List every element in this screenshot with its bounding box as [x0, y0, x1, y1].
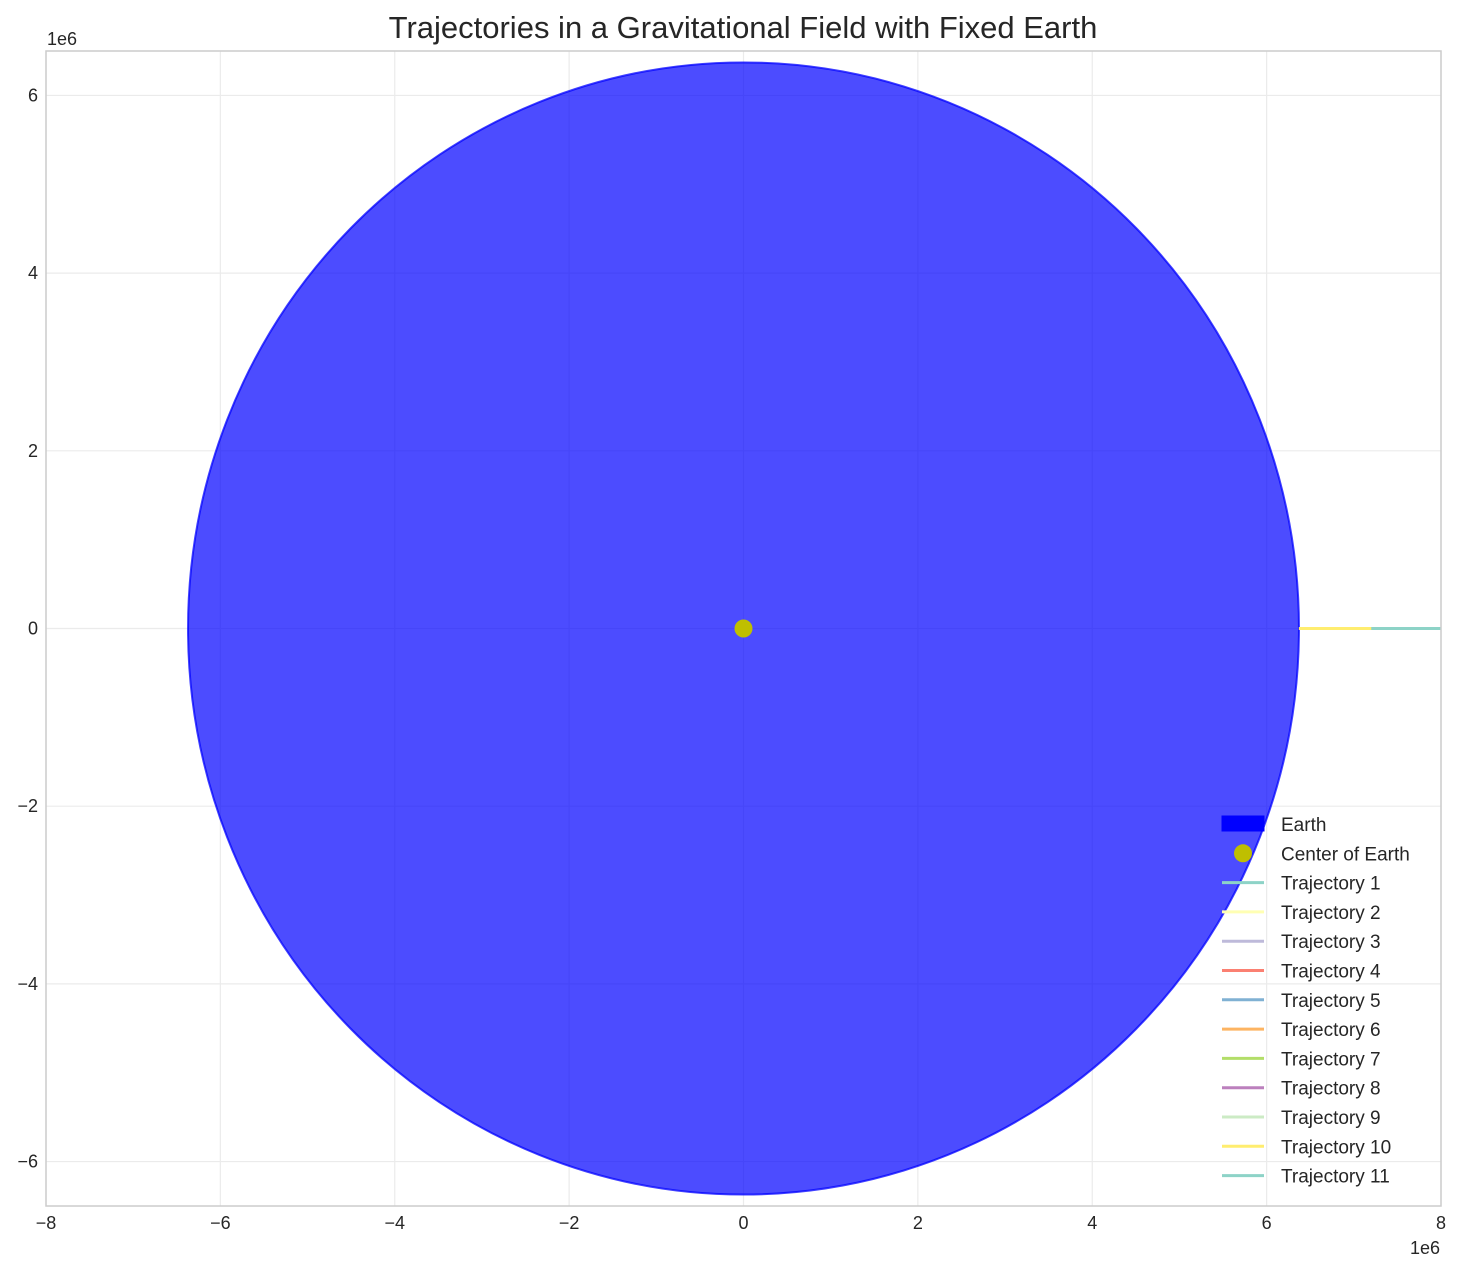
x-tick-label: 4 [1087, 1213, 1097, 1233]
legend-label: Trajectory 2 [1281, 903, 1381, 924]
y-tick-label: −2 [17, 796, 38, 816]
legend-label: Earth [1281, 815, 1326, 836]
tick-labels: −8 −6 −4 −2 0 2 4 6 8 −6 −4 −2 0 2 4 6 [17, 85, 1446, 1233]
y-axis-offset-label: 1e6 [47, 29, 77, 49]
legend-label: Center of Earth [1281, 844, 1410, 865]
axes-frame [45, 50, 1442, 1207]
legend: Earth Center of Earth Trajectory 1 Trajecto… [1221, 815, 1410, 1188]
x-tick-label: −2 [559, 1213, 580, 1233]
center-of-earth-marker [734, 619, 753, 638]
x-tick-label: 2 [913, 1213, 923, 1233]
x-tick-label: −8 [36, 1213, 57, 1233]
legend-label: Trajectory 4 [1281, 962, 1381, 983]
legend-label: Trajectory 3 [1281, 932, 1381, 953]
y-tick-label: 2 [28, 441, 38, 461]
x-tick-label: −6 [210, 1213, 231, 1233]
x-tick-label: 0 [738, 1213, 748, 1233]
chart-title: Trajectories in a Gravitational Field wi… [389, 10, 1098, 45]
y-tick-label: 0 [28, 619, 38, 639]
legend-center-marker [1234, 844, 1252, 863]
x-tick-label: −4 [384, 1213, 405, 1233]
y-tick-label: −6 [17, 1152, 38, 1172]
legend-label: Trajectory 10 [1281, 1137, 1391, 1158]
legend-earth-swatch [1221, 815, 1265, 832]
legend-label: Trajectory 7 [1281, 1049, 1381, 1070]
legend-label: Trajectory 8 [1281, 1079, 1381, 1100]
legend-label: Trajectory 1 [1281, 874, 1381, 895]
y-tick-label: 6 [28, 85, 38, 105]
legend-label: Trajectory 6 [1281, 1020, 1381, 1041]
legend-label: Trajectory 9 [1281, 1108, 1381, 1129]
plot-area [187, 61, 1441, 1196]
y-tick-label: 4 [28, 263, 38, 283]
y-tick-label: −4 [17, 974, 38, 994]
x-tick-label: 8 [1436, 1213, 1446, 1233]
x-axis-offset-label: 1e6 [1410, 1238, 1440, 1258]
legend-label: Trajectory 5 [1281, 991, 1381, 1012]
x-tick-label: 6 [1262, 1213, 1272, 1233]
legend-label: Trajectory 11 [1281, 1167, 1390, 1188]
